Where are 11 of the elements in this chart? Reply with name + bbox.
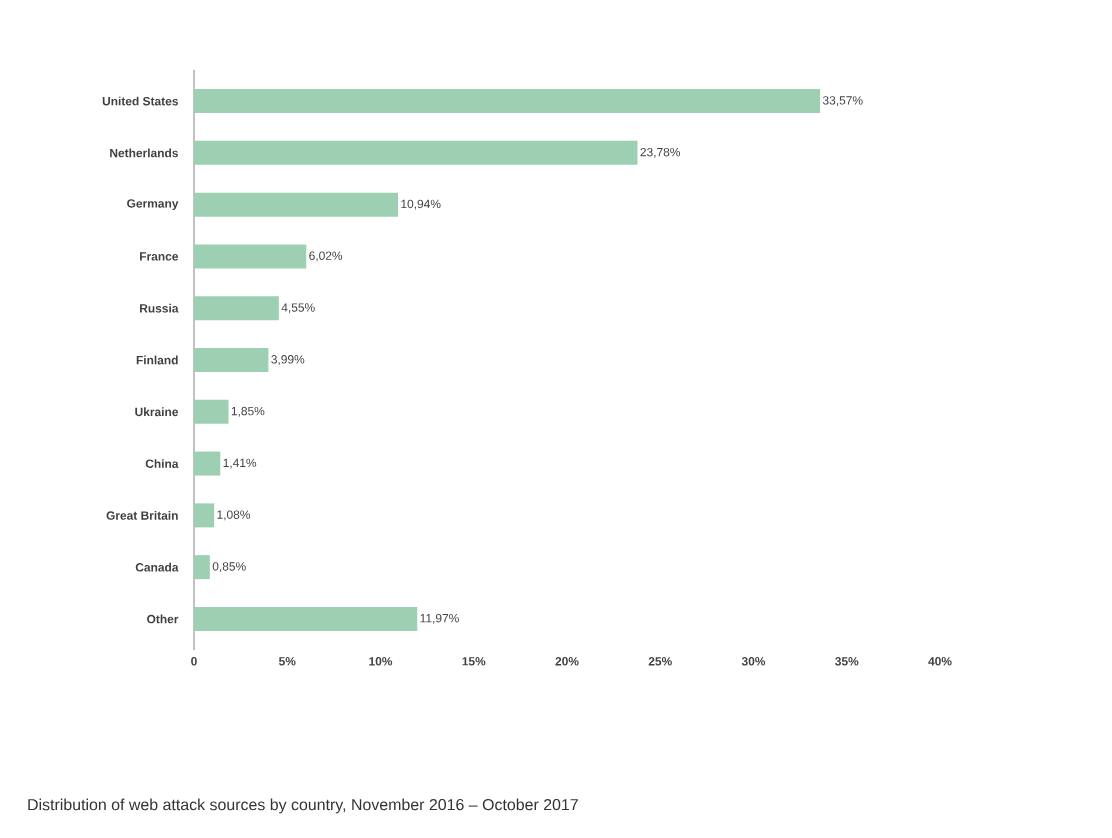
bar xyxy=(194,555,210,580)
bar xyxy=(194,503,215,528)
bar xyxy=(194,348,269,372)
bar xyxy=(194,89,821,114)
bar xyxy=(194,606,418,631)
bar xyxy=(194,296,279,321)
bar xyxy=(194,244,307,269)
bar xyxy=(194,451,221,476)
bar xyxy=(194,192,399,217)
bar xyxy=(194,399,229,424)
bar xyxy=(194,140,638,165)
